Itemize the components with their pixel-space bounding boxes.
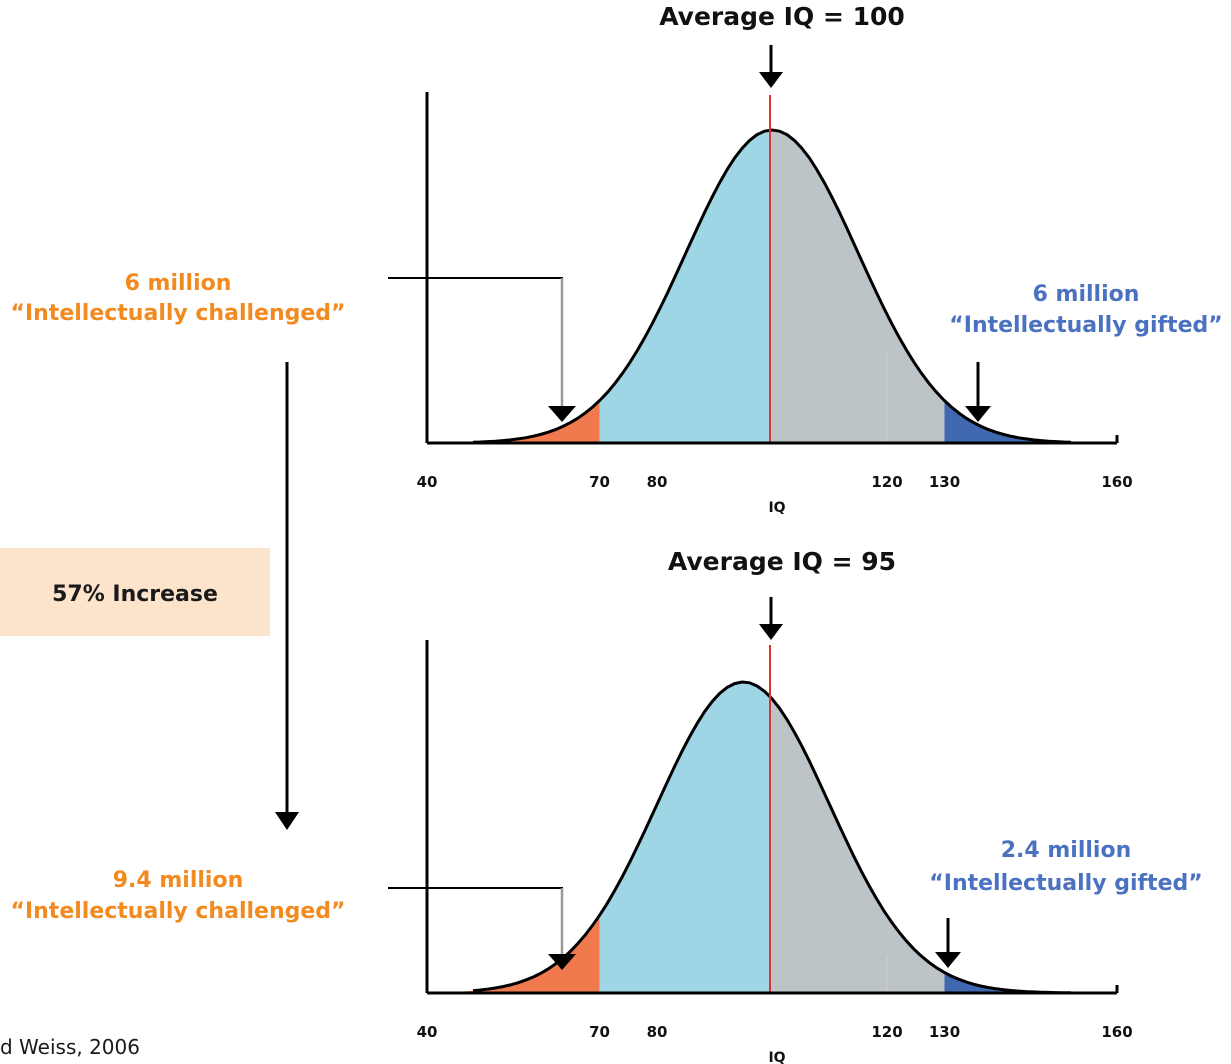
tick-label-1-40: 40 (417, 1023, 438, 1041)
tick-label-0-70: 70 (589, 473, 610, 491)
tick-label-1-130: 130 (929, 1023, 960, 1041)
low-count-1: 9.4 million (113, 868, 244, 893)
region-1-1 (599, 682, 772, 993)
tick-label-0-120: 120 (871, 473, 902, 491)
tick-label-1-80: 80 (647, 1023, 668, 1041)
region-0-3 (944, 400, 1117, 443)
region-1-0 (427, 915, 600, 993)
high-count-1: 2.4 million (1001, 838, 1132, 863)
low-bracket-1 (388, 887, 563, 956)
region-0-0 (427, 400, 600, 443)
x-axis-label-0: IQ (768, 500, 785, 516)
curve-1 (472, 680, 1072, 995)
x-axis-label-1: IQ (768, 1050, 785, 1064)
curve-0 (472, 128, 1072, 444)
increase-arrow-head (275, 812, 299, 830)
high-count-0: 6 million (1033, 282, 1140, 307)
increase-box (0, 548, 270, 636)
tick-label-0-160: 160 (1101, 473, 1132, 491)
tick-label-1-120: 120 (871, 1023, 902, 1041)
low-label-0: “Intellectually challenged” (11, 301, 346, 326)
region-0-2 (772, 130, 945, 443)
high-arrow-head-0 (965, 406, 991, 422)
chart-title-0: Average IQ = 100 (659, 2, 905, 31)
tick-label-1-70: 70 (589, 1023, 610, 1041)
low-arrow-head-1 (548, 954, 576, 970)
increase-label: 57% Increase (52, 582, 218, 607)
region-0-1 (599, 130, 772, 443)
tick-label-1-160: 160 (1101, 1023, 1132, 1041)
tick-label-0-130: 130 (929, 473, 960, 491)
tick-label-0-40: 40 (417, 473, 438, 491)
high-label-1: “Intellectually gifted” (929, 871, 1202, 896)
title-arrow-head-1 (759, 624, 783, 640)
citation: d Weiss, 2006 (0, 1035, 140, 1059)
high-label-0: “Intellectually gifted” (949, 313, 1222, 338)
high-arrow-head-1 (935, 952, 961, 968)
tick-label-0-80: 80 (647, 473, 668, 491)
region-1-2 (772, 698, 945, 993)
chart-title-1: Average IQ = 95 (668, 547, 896, 576)
low-arrow-head-0 (548, 406, 576, 422)
title-arrow-head-0 (759, 72, 783, 88)
low-bracket-0 (388, 277, 563, 408)
low-count-0: 6 million (125, 271, 232, 296)
low-label-1: “Intellectually challenged” (11, 899, 346, 924)
